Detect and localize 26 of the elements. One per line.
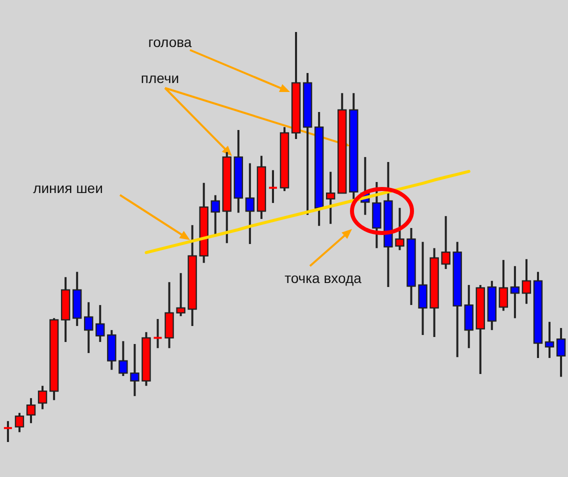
candlestick	[84, 301, 94, 354]
candlestick	[130, 343, 140, 398]
candlestick	[326, 170, 336, 225]
candlestick	[395, 206, 404, 252]
candlestick	[118, 340, 128, 377]
candlestick	[441, 215, 450, 270]
candlestick	[245, 162, 255, 245]
annotation: плечи	[140, 70, 180, 86]
annotation: голова	[148, 34, 192, 50]
annotation: линия шеи	[33, 180, 103, 196]
candlestick	[14, 412, 24, 434]
candlestick	[26, 397, 36, 424]
candlestick	[38, 384, 48, 410]
candlestick	[510, 265, 520, 320]
candlestick	[4, 420, 12, 443]
candlestick	[154, 318, 162, 350]
candlestick	[544, 320, 554, 359]
candlestick	[522, 258, 532, 305]
candlestick	[96, 304, 105, 343]
candlestick	[210, 194, 220, 236]
candlestick	[176, 272, 186, 318]
annotation: точка входа	[284, 270, 362, 286]
candlestick	[418, 240, 428, 336]
candlestick	[556, 327, 566, 378]
candlestick	[268, 169, 277, 204]
candlestick	[498, 258, 508, 312]
